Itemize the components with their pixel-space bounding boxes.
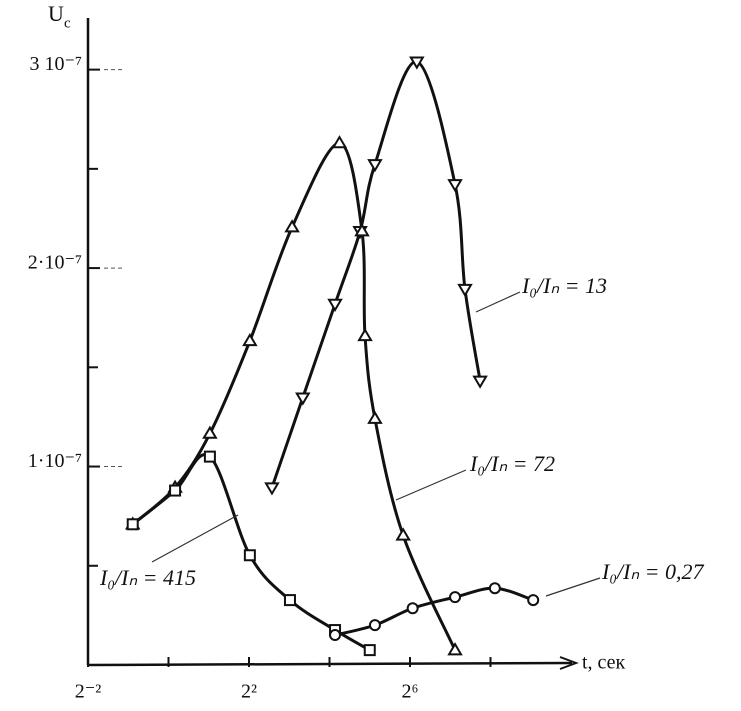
annotation-leader (151, 514, 239, 563)
point (331, 135, 348, 149)
y-axis-label-sub: c (64, 15, 71, 31)
point (488, 582, 501, 595)
x-tick-label: 2² (241, 681, 257, 703)
point (527, 594, 540, 607)
y-tick-label: 2·10⁻⁷ (28, 252, 82, 274)
annotation-leader (545, 577, 601, 597)
series-label: I₀/Iₙ = 72 (469, 451, 555, 476)
point (447, 642, 463, 656)
annotation-leader (475, 291, 521, 313)
point (357, 327, 373, 342)
point (202, 425, 218, 439)
x-tick-label: 2⁶ (402, 681, 419, 703)
point (367, 159, 383, 173)
y-tick-label: 1·10⁻⁷ (28, 450, 82, 472)
point (449, 591, 462, 604)
point (243, 549, 256, 562)
series-label: I₀/Iₙ = 415 (99, 565, 196, 590)
x-tick-label: 2⁻² (75, 681, 102, 703)
point (295, 392, 311, 406)
series-label: I₀/Iₙ = 13 (521, 273, 607, 298)
series-label: I₀/Iₙ = 0,27 (601, 559, 705, 584)
y-axis-label: U (48, 1, 64, 26)
x-axis-arrow (559, 656, 579, 670)
point (327, 298, 343, 312)
point (409, 56, 425, 70)
y-tick-label: 3 10⁻⁷ (29, 53, 82, 75)
series-line (270, 60, 482, 489)
point (169, 484, 182, 497)
point (363, 644, 376, 657)
point (354, 223, 370, 237)
point (472, 375, 488, 389)
point (367, 410, 383, 424)
point (264, 482, 280, 496)
point (329, 629, 342, 642)
annotation-leader (395, 469, 467, 501)
point (283, 594, 296, 607)
point (457, 283, 473, 298)
point (284, 219, 300, 233)
series-line (334, 586, 534, 637)
point (447, 179, 463, 193)
point (203, 450, 216, 463)
point (406, 602, 419, 615)
x-axis-label: t, сек (582, 652, 626, 674)
point (368, 619, 381, 632)
point (126, 518, 139, 531)
point (242, 332, 258, 347)
point (395, 527, 411, 541)
